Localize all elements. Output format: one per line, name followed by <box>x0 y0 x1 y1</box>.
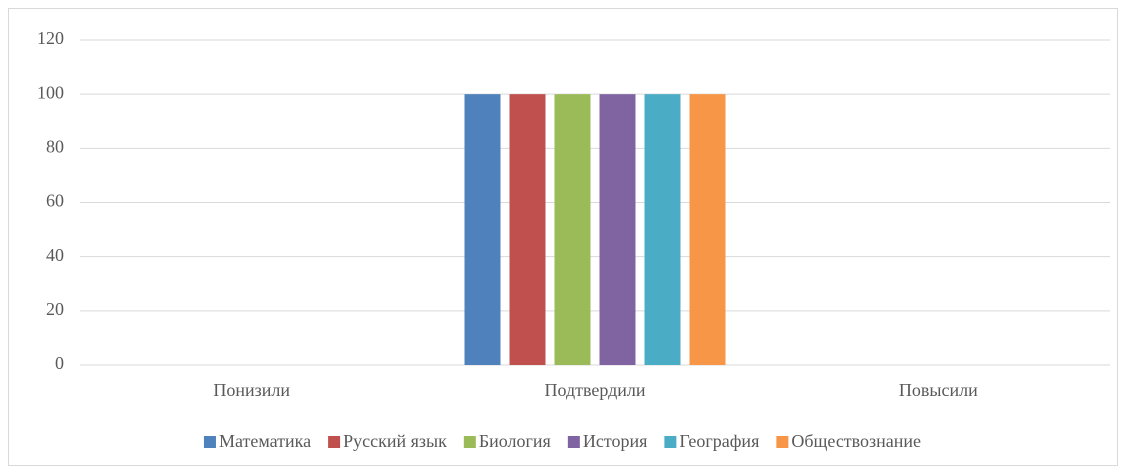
bar <box>554 94 591 366</box>
y-tick-label: 100 <box>37 82 64 102</box>
y-tick-label: 20 <box>46 299 64 319</box>
x-tick-label: Подтвердили <box>544 380 645 400</box>
bar <box>689 94 726 366</box>
bar <box>644 94 681 366</box>
legend-swatch <box>776 436 789 448</box>
legend-label: История <box>583 431 648 451</box>
bar <box>464 94 501 366</box>
y-tick-label: 120 <box>37 28 64 48</box>
legend-swatch <box>203 436 216 448</box>
y-tick-label: 80 <box>46 136 64 156</box>
legend-label: География <box>679 431 759 451</box>
y-tick-label: 40 <box>46 245 64 265</box>
legend-swatch <box>567 436 580 448</box>
legend-label: Биология <box>479 431 551 451</box>
y-tick-label: 0 <box>55 353 64 373</box>
x-tick-label: Понизили <box>213 380 290 400</box>
bar <box>599 94 636 366</box>
bar <box>509 94 546 366</box>
legend-swatch <box>328 436 341 448</box>
legend-label: Русский язык <box>343 431 447 451</box>
x-tick-label: Повысили <box>899 380 978 400</box>
legend-label: Математика <box>219 431 311 451</box>
legend-swatch <box>664 436 677 448</box>
legend-swatch <box>463 436 476 448</box>
legend-label: Обществознание <box>791 431 921 451</box>
y-tick-label: 60 <box>46 191 64 211</box>
